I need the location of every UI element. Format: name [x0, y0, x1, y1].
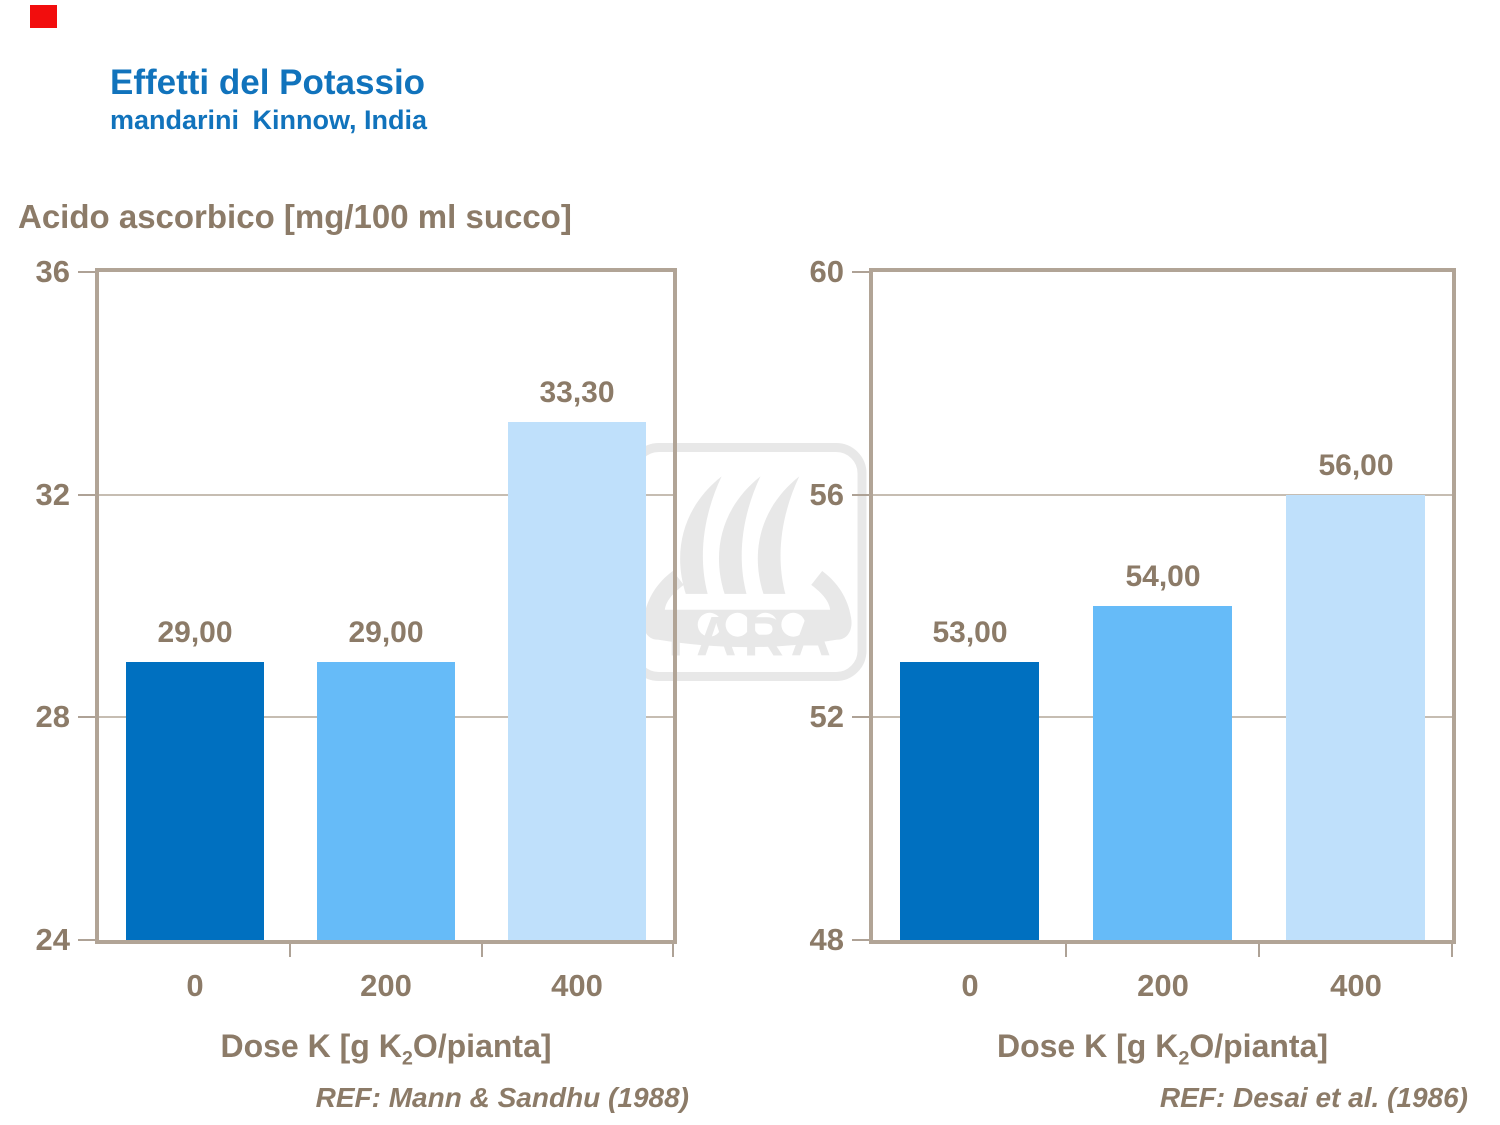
y-tick-36	[78, 271, 95, 273]
bar-value-label: 56,00	[1318, 449, 1394, 482]
shield-holes	[697, 612, 806, 637]
y-tick-label-52: 52	[809, 699, 844, 734]
yara-watermark-icon: YARA	[628, 442, 867, 682]
bar-400	[1286, 495, 1425, 940]
x-axis-title-sub: 2	[401, 1047, 413, 1070]
x-axis-title-left: Dose K [g K2O/pianta]	[95, 1028, 677, 1070]
x-axis-title-text: Dose K [g K	[996, 1028, 1179, 1064]
y-tick-label-24: 24	[35, 922, 70, 957]
bar-400	[508, 422, 646, 940]
x-axis-title-text2: O/pianta]	[1189, 1028, 1329, 1064]
x-axis-title-text2: O/pianta]	[412, 1028, 552, 1064]
x-tick	[289, 944, 291, 957]
x-category-label-200: 200	[1137, 968, 1189, 1003]
x-category-label-0: 0	[961, 968, 979, 1003]
x-tick	[1451, 944, 1453, 957]
value-axis-heading: Acido ascorbico [mg/100 ml succo]	[18, 198, 572, 235]
y-tick-label-28: 28	[35, 699, 70, 734]
gridline-56	[873, 494, 1452, 496]
x-category-label-400: 400	[551, 968, 603, 1003]
y-tick-label-36: 36	[35, 254, 70, 289]
red-corner-marker	[30, 5, 57, 28]
chart-left: 29,00 29,00 33,30 Dose K [g K2O/pianta] RE…	[36, 254, 689, 1113]
watermark-label: YARA	[657, 606, 838, 668]
y-tick-label-32: 32	[35, 477, 70, 512]
bar-value-label: 29,00	[157, 616, 233, 649]
bar-value-label: 53,00	[932, 616, 1008, 649]
x-category-label-400: 400	[1330, 968, 1382, 1003]
slide-subtitle: mandarini Kinnow, India	[110, 105, 428, 135]
x-category-label-0: 0	[186, 968, 204, 1003]
y-tick-60	[852, 271, 869, 273]
y-tick-32	[78, 494, 95, 496]
x-axis-title-text: Dose K [g K	[220, 1028, 402, 1064]
title-block: Effetti del Potassio mandarini Kinnow, I…	[110, 62, 427, 136]
chart-right: 53,00 54,00 56,00 Dose K [g K2O/pianta] RE…	[810, 254, 1468, 1113]
reference-text-left: REF: Mann & Sandhu (1988)	[315, 1082, 689, 1113]
x-tick	[1258, 944, 1260, 957]
slide-title: Effetti del Potassio	[110, 63, 426, 102]
y-tick-56	[852, 494, 869, 496]
x-tick	[672, 944, 674, 957]
gridline-32	[99, 494, 673, 496]
x-axis-title-right: Dose K [g K2O/pianta]	[869, 1028, 1456, 1070]
plot-area-right: 53,00 54,00 56,00	[869, 268, 1456, 944]
bar-200	[317, 662, 455, 940]
reference-text-right: REF: Desai et al. (1986)	[1159, 1082, 1468, 1113]
x-category-label-200: 200	[360, 968, 412, 1003]
y-tick-28	[78, 716, 95, 718]
y-tick-label-60: 60	[809, 254, 844, 289]
x-tick	[481, 944, 483, 957]
y-tick-52	[852, 716, 869, 718]
y-tick-label-48: 48	[809, 922, 844, 957]
x-axis-title-sub: 2	[1178, 1047, 1190, 1070]
bar-200	[1093, 606, 1232, 940]
bar-value-label: 29,00	[348, 616, 424, 649]
bar-0	[126, 662, 264, 940]
y-tick-48	[852, 939, 869, 941]
bar-value-label: 33,30	[539, 376, 615, 409]
y-tick-label-56: 56	[809, 477, 844, 512]
x-tick	[1065, 944, 1067, 957]
bar-0	[900, 662, 1039, 940]
plot-area-left: 29,00 29,00 33,30	[95, 268, 677, 944]
bar-value-label: 54,00	[1125, 560, 1201, 593]
y-tick-24	[78, 939, 95, 941]
